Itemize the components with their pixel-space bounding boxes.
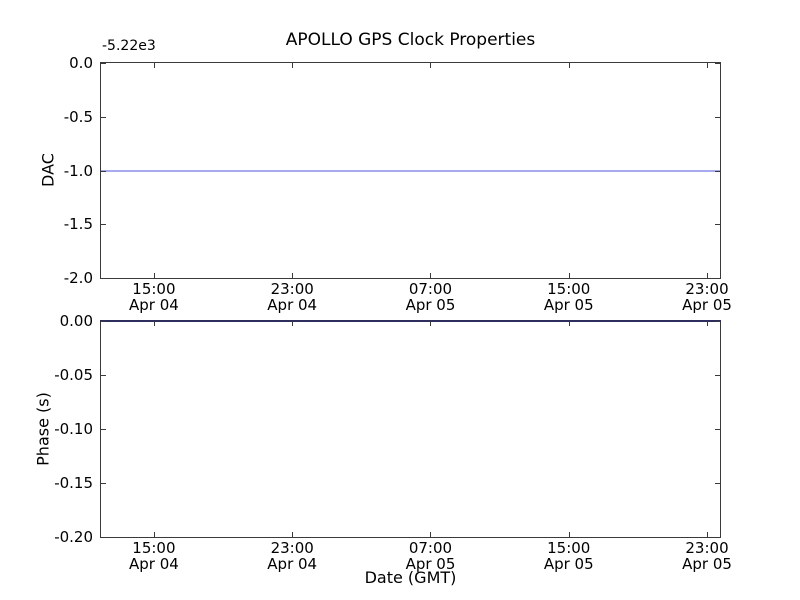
x-tick-mark bbox=[292, 532, 294, 537]
x-tick-mark bbox=[292, 63, 294, 68]
x-tick-mark bbox=[430, 321, 432, 326]
dac-series-line bbox=[101, 169, 720, 172]
y-tick-label: -0.10 bbox=[54, 420, 93, 438]
x-tick-mark bbox=[568, 532, 570, 537]
x-tick-label: 23:00 Apr 05 bbox=[682, 280, 732, 314]
y-tick-label: -0.15 bbox=[54, 474, 93, 492]
y-tick-mark bbox=[715, 483, 720, 484]
x-tick-label: 23:00 Apr 04 bbox=[267, 539, 318, 573]
x-tick-mark bbox=[707, 532, 709, 537]
y-tick-mark bbox=[101, 537, 106, 538]
x-tick-mark bbox=[430, 532, 432, 537]
y-tick-mark bbox=[101, 375, 106, 376]
x-tick-mark bbox=[153, 321, 155, 326]
y-tick-label: 0.00 bbox=[59, 312, 93, 330]
x-tick-mark bbox=[707, 321, 709, 326]
x-tick-mark bbox=[707, 63, 709, 68]
x-tick-label: 15:00 Apr 05 bbox=[543, 539, 594, 573]
x-tick-label: 15:00 Apr 04 bbox=[129, 539, 179, 573]
y-tick-mark bbox=[715, 429, 720, 430]
axes-dac: 15:00 Apr 04 23:00 Apr 04 07:00 Apr 05 15:00 Ap… bbox=[64, 54, 732, 313]
y-tick-mark bbox=[715, 63, 720, 64]
y-tick-mark bbox=[715, 116, 720, 118]
x-tick-label: 15:00 Apr 04 bbox=[129, 280, 179, 314]
x-tick-mark bbox=[292, 321, 294, 326]
x-tick-mark bbox=[153, 63, 155, 68]
x-tick-mark bbox=[153, 532, 155, 537]
x-tick-label: 15:00 Apr 05 bbox=[543, 280, 594, 314]
y-tick-mark bbox=[101, 63, 106, 64]
y-tick-mark bbox=[101, 170, 106, 172]
y-tick-mark bbox=[101, 224, 106, 226]
y-tick-mark bbox=[715, 321, 720, 322]
y-axis-label-dac: DAC bbox=[38, 153, 58, 187]
y-tick-mark bbox=[101, 429, 106, 430]
y-tick-mark bbox=[715, 224, 720, 226]
y-tick-label: -1.0 bbox=[63, 161, 93, 180]
x-tick-mark bbox=[430, 63, 432, 68]
y-tick-mark bbox=[715, 375, 720, 376]
x-tick-label: 23:00 Apr 05 bbox=[682, 539, 732, 573]
y-tick-label: -0.05 bbox=[54, 366, 93, 384]
x-tick-mark bbox=[153, 273, 155, 278]
chart-title: APOLLO GPS Clock Properties bbox=[285, 30, 536, 50]
x-axis-label: Date (GMT) bbox=[364, 568, 457, 587]
y-tick-label: -0.5 bbox=[63, 107, 93, 126]
y-tick-mark bbox=[715, 278, 720, 279]
y-tick-mark bbox=[101, 116, 106, 118]
y-tick-mark bbox=[101, 278, 106, 279]
y-tick-mark bbox=[715, 537, 720, 538]
y-tick-mark bbox=[101, 483, 106, 484]
y-tick-label: -1.5 bbox=[63, 215, 93, 234]
x-tick-mark bbox=[292, 273, 294, 278]
x-tick-label: 07:00 Apr 05 bbox=[405, 280, 456, 314]
y-tick-label: -0.20 bbox=[54, 528, 93, 546]
phase-series-line bbox=[100, 320, 721, 322]
x-tick-mark bbox=[707, 273, 709, 278]
x-tick-label: 07:00 Apr 05 bbox=[405, 539, 456, 573]
x-tick-mark bbox=[568, 273, 570, 278]
y-tick-mark bbox=[715, 170, 720, 172]
y-tick-label: -2.0 bbox=[63, 269, 93, 287]
y-axis-offset-text: -5.22e3 bbox=[102, 38, 156, 54]
y-tick-mark bbox=[101, 321, 106, 322]
y-tick-label: 0.0 bbox=[69, 54, 93, 72]
y-axis-label-phase: Phase (s) bbox=[33, 392, 53, 466]
axes-phase: 15:00 Apr 04 23:00 Apr 04 07:00 Apr 05 15:00 Ap… bbox=[54, 312, 732, 572]
x-tick-mark bbox=[430, 273, 432, 278]
x-tick-mark bbox=[568, 321, 570, 326]
x-tick-label: 23:00 Apr 04 bbox=[267, 280, 318, 314]
x-tick-mark bbox=[568, 63, 570, 68]
